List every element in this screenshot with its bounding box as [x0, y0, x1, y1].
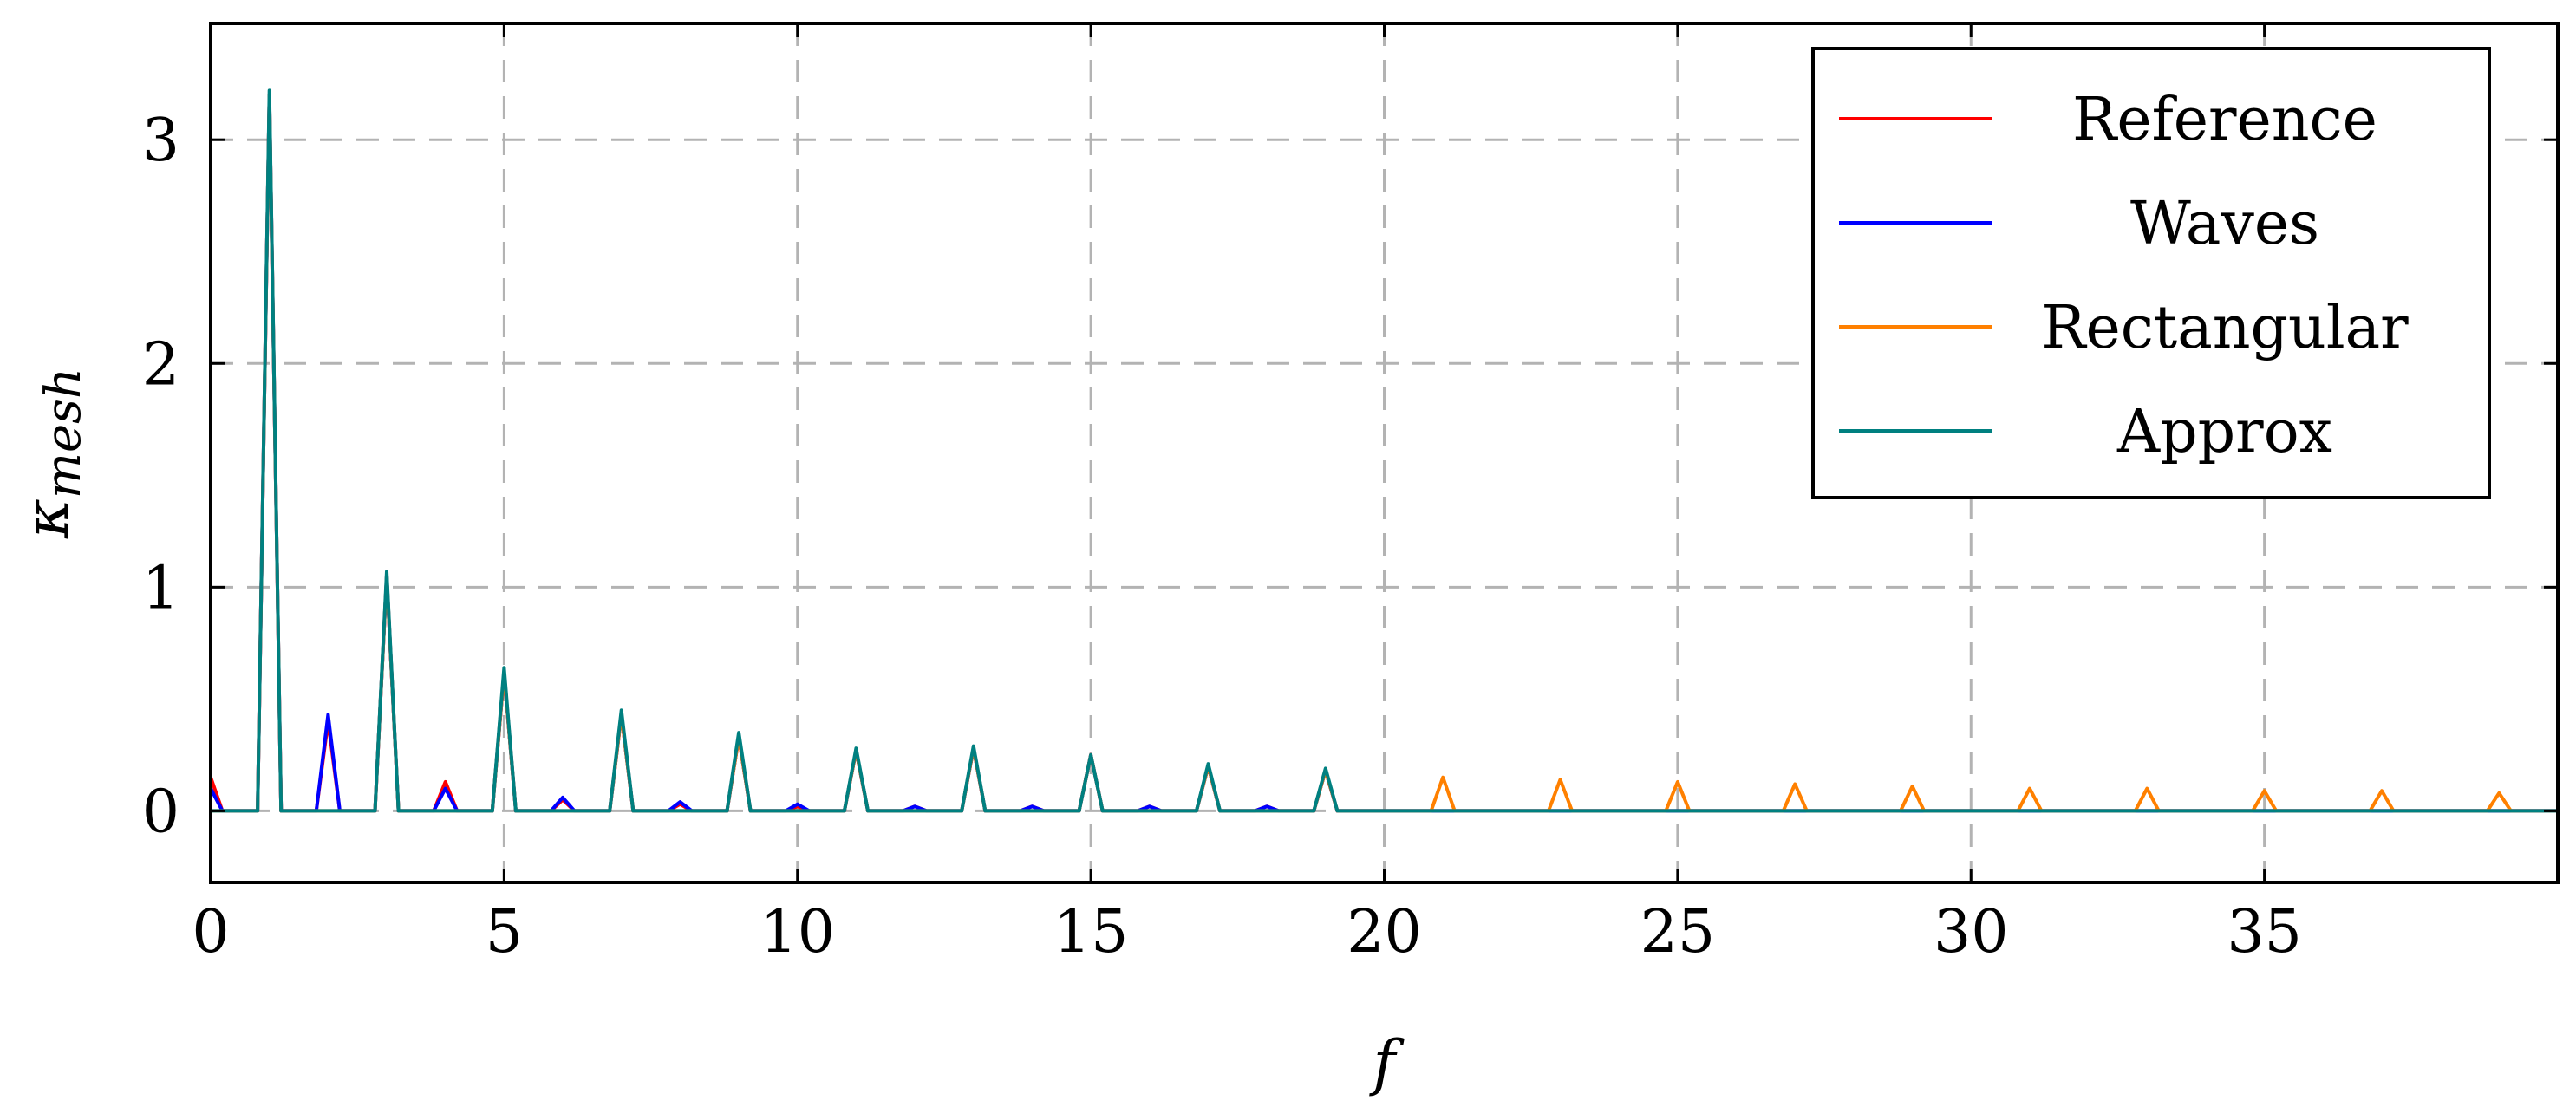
legend-box — [1811, 47, 2491, 499]
y-tick-label: 2 — [142, 330, 179, 399]
x-tick-label: 30 — [1934, 898, 2009, 967]
y-axis-label: κmesh — [11, 368, 92, 539]
y-tick-label: 3 — [142, 107, 179, 175]
x-tick-label: 0 — [192, 898, 229, 967]
series-line-approx — [211, 88, 2558, 813]
x-tick-label: 15 — [1053, 898, 1129, 967]
x-tick-label: 25 — [1640, 898, 1716, 967]
legend-item: Approx — [1839, 398, 2332, 466]
axis-ticks: 0 5 10 15 20 25 30 35 0 1 2 3 — [142, 23, 2558, 967]
legend: Reference Waves Rectangular Approx — [1811, 47, 2491, 499]
legend-item: Rectangular — [1839, 294, 2409, 362]
x-tick-label: 5 — [486, 898, 523, 967]
x-tick-label: 20 — [1347, 898, 1422, 967]
legend-label: Approx — [2116, 398, 2332, 466]
y-tick-label: 0 — [142, 778, 179, 846]
y-tick-label: 1 — [142, 554, 179, 622]
x-tick-label: 35 — [2227, 898, 2302, 967]
legend-label: Reference — [2072, 86, 2377, 154]
x-tick-label: 10 — [760, 898, 835, 967]
y-axis-label-subscript: mesh — [36, 368, 92, 498]
legend-label: Waves — [2130, 190, 2319, 258]
legend-item: Waves — [1839, 190, 2319, 258]
series-lines — [209, 88, 2558, 813]
legend-label: Rectangular — [2041, 294, 2409, 362]
y-axis-label-symbol: κ — [11, 498, 82, 539]
x-axis-label: f — [1369, 1027, 1405, 1098]
legend-item: Reference — [1839, 86, 2377, 154]
